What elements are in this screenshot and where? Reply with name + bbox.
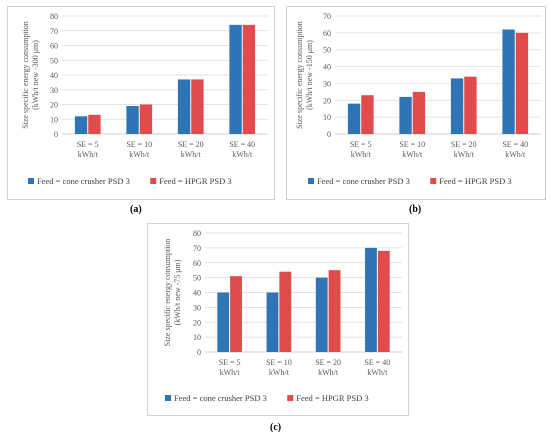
legend-swatch <box>165 395 171 401</box>
panel-label-c: (c) <box>270 422 282 433</box>
bar-cone-1 <box>217 292 230 352</box>
y-axis-label: (kWh/t new -150 μm) <box>305 40 314 110</box>
y-tick-label: 30 <box>323 79 331 88</box>
bar-hpgr-2 <box>412 91 426 134</box>
y-axis-label: Size specific energy consumption <box>295 21 304 129</box>
x-category-label: SE = 20 <box>315 358 341 367</box>
x-category-label: SE = 40 <box>502 140 528 149</box>
x-category-label: kWh/t <box>269 368 290 377</box>
bar-hpgr-4 <box>515 32 529 134</box>
y-tick-label: 50 <box>193 274 201 283</box>
y-tick-label: 70 <box>323 12 331 21</box>
panel-label-b: (b) <box>409 204 422 215</box>
y-tick-label: 60 <box>323 29 331 38</box>
y-tick-label: 40 <box>50 71 58 80</box>
bar-hpgr-3 <box>191 79 204 134</box>
bar-cone-1 <box>347 103 361 134</box>
y-axis-label: (kWh/t new -75 μm) <box>173 259 182 325</box>
legend-entry: Feed = cone crusher PSD 3 <box>37 176 130 186</box>
x-category-label: kWh/t <box>181 150 202 159</box>
legend-swatch <box>28 178 34 184</box>
x-category-label: kWh/t <box>129 150 150 159</box>
y-tick-label: 10 <box>323 113 331 122</box>
x-category-label: SE = 5 <box>219 358 241 367</box>
y-tick-label: 60 <box>50 42 58 51</box>
bar-cone-4 <box>365 247 377 352</box>
y-tick-label: 70 <box>193 244 201 253</box>
y-tick-label: 20 <box>193 318 201 327</box>
bar-cone-2 <box>266 292 279 352</box>
y-tick-label: 70 <box>50 27 58 36</box>
x-category-label: SE = 5 <box>77 140 99 149</box>
y-tick-label: 50 <box>50 56 58 65</box>
chart-c: 0 10 20 30 40 50 60 70 80 Size specific energy co… <box>163 229 402 403</box>
bar-cone-2 <box>399 96 412 134</box>
x-category-label: kWh/t <box>367 368 388 377</box>
bar-hpgr-4 <box>377 250 390 352</box>
x-category-label: SE = 20 <box>178 140 204 149</box>
x-category-label: kWh/t <box>402 150 423 159</box>
y-axis-label: Size specific energy consumption <box>21 21 30 129</box>
legend-entry: Feed = cone crusher PSD 3 <box>174 393 267 403</box>
x-category-label: kWh/t <box>78 150 99 159</box>
bar-hpgr-2 <box>139 104 153 134</box>
y-tick-label: 0 <box>327 130 331 139</box>
y-tick-label: 10 <box>50 115 58 124</box>
legend-swatch <box>287 395 294 401</box>
y-tick-label: 80 <box>50 12 58 21</box>
y-tick-label: 0 <box>54 130 58 139</box>
legend-swatch <box>308 178 314 184</box>
bar-hpgr-4 <box>242 24 256 135</box>
bar-hpgr-1 <box>88 114 101 134</box>
y-tick-label: 0 <box>197 348 201 357</box>
bar-hpgr-2 <box>279 271 292 352</box>
chart-a: 0 10 20 30 40 50 60 70 80 Size specific energy co… <box>21 12 268 186</box>
y-tick-label: 60 <box>193 259 201 268</box>
y-tick-label: 20 <box>50 101 58 110</box>
x-category-label: kWh/t <box>220 368 241 377</box>
legend-swatch <box>150 178 157 184</box>
y-tick-label: 50 <box>323 46 331 55</box>
x-category-label: SE = 40 <box>364 358 390 367</box>
bar-hpgr-3 <box>464 76 477 134</box>
x-category-label: SE = 10 <box>399 140 425 149</box>
bar-cone-4 <box>502 29 515 134</box>
x-category-label: kWh/t <box>505 150 526 159</box>
x-category-label: kWh/t <box>232 150 253 159</box>
y-tick-label: 10 <box>193 333 201 342</box>
y-tick-label: 30 <box>50 86 58 95</box>
bar-cone-1 <box>74 116 88 134</box>
x-category-label: SE = 20 <box>451 140 477 149</box>
y-axis-label: Size specific energy consumption <box>163 239 172 347</box>
x-category-label: SE = 10 <box>266 358 292 367</box>
x-category-label: SE = 10 <box>126 140 152 149</box>
y-tick-label: 40 <box>323 63 331 72</box>
legend-entry: Feed = cone crusher PSD 3 <box>317 176 410 186</box>
bar-cone-3 <box>177 79 191 134</box>
bar-cone-3 <box>315 277 328 352</box>
y-tick-label: 40 <box>193 289 201 298</box>
bar-cone-3 <box>450 78 464 134</box>
y-tick-label: 80 <box>193 229 201 238</box>
x-category-label: SE = 5 <box>350 140 372 149</box>
legend-entry: Feed = HPGR PSD 3 <box>439 176 511 186</box>
x-category-label: kWh/t <box>318 368 339 377</box>
y-tick-label: 20 <box>323 96 331 105</box>
bar-hpgr-3 <box>328 270 341 352</box>
y-tick-label: 30 <box>193 303 201 312</box>
x-category-label: SE = 40 <box>229 140 255 149</box>
x-category-label: kWh/t <box>454 150 475 159</box>
x-category-label: kWh/t <box>351 150 372 159</box>
panel-label-a: (a) <box>130 204 142 215</box>
chart-b: 0 10 20 30 40 50 60 70 Size specific energy cons… <box>295 12 541 186</box>
bar-hpgr-1 <box>230 276 242 352</box>
y-axis-label: (kWh/t new -300 μm) <box>31 40 40 110</box>
bar-hpgr-1 <box>361 95 374 134</box>
bar-cone-4 <box>229 24 242 135</box>
bar-cone-2 <box>126 105 139 134</box>
legend-entry: Feed = HPGR PSD 3 <box>296 393 368 403</box>
legend-swatch <box>430 178 437 184</box>
legend-entry: Feed = HPGR PSD 3 <box>159 176 231 186</box>
